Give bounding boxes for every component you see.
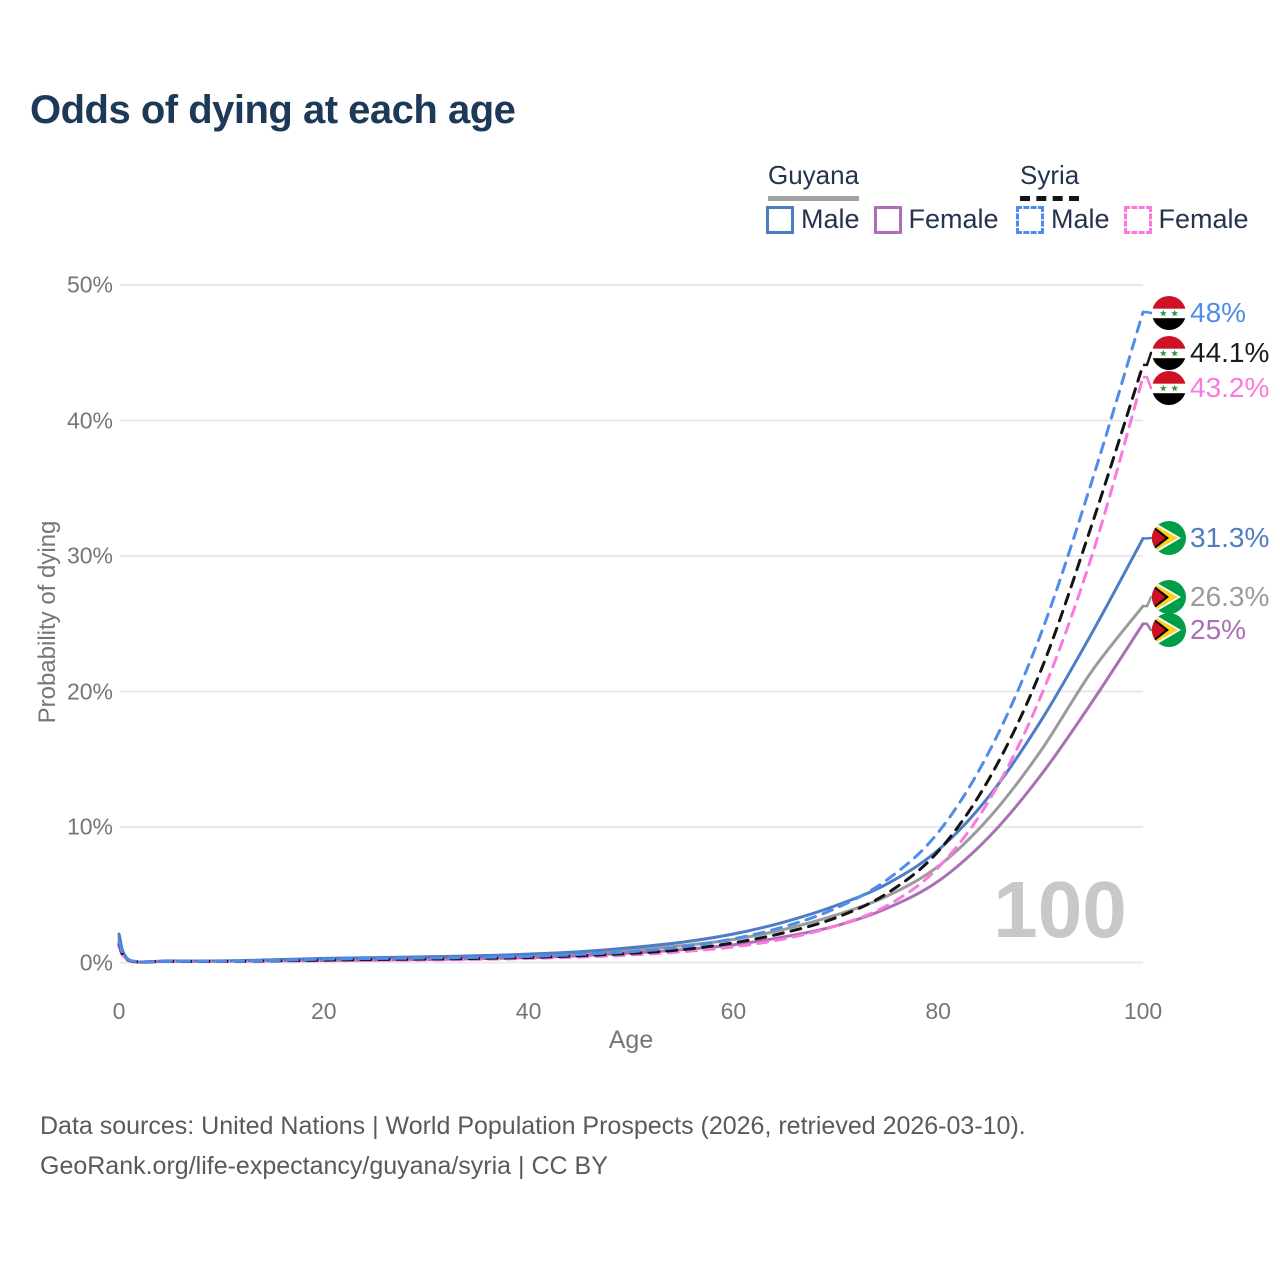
end-label-value: 25% (1190, 614, 1247, 645)
footer-line-1: Data sources: United Nations | World Pop… (40, 1112, 1026, 1140)
legend-item-label: Female (908, 204, 999, 234)
end-label-guyana-female: 25% (1152, 613, 1246, 647)
legend-item-label: Male (801, 204, 860, 234)
age-watermark: 100 (993, 865, 1127, 954)
legend-item-label: Male (1051, 204, 1110, 234)
series-line-guyana-both-sexes[interactable] (117, 604, 1145, 964)
legend-item-label: Female (1158, 204, 1249, 234)
x-tick-label: 60 (720, 998, 747, 1024)
series-line-syria-female[interactable] (117, 375, 1145, 964)
x-tick-label: 80 (925, 998, 951, 1024)
legend-item-syria-female[interactable]: Female (1123, 204, 1249, 235)
guyana-flag-icon (1152, 580, 1186, 614)
series-line-syria-both-sexes[interactable] (117, 363, 1145, 964)
guyana-female-swatch-icon (873, 205, 902, 234)
x-tick-label: 0 (112, 998, 126, 1024)
end-label-value: 43.2% (1190, 372, 1270, 403)
x-tick-label: 20 (311, 998, 337, 1024)
end-label-syria-male: 48% (1152, 296, 1246, 330)
end-label-value: 44.1% (1190, 337, 1270, 368)
legend-row-guyana: Male Female (766, 204, 999, 235)
legend-item-guyana-female[interactable]: Female (873, 204, 999, 235)
end-label-value: 31.3% (1190, 522, 1270, 553)
y-tick-label: 0% (79, 949, 113, 975)
x-axis-title: Age (608, 1026, 654, 1054)
guyana-flag-icon (1152, 613, 1186, 647)
legend-item-syria-male[interactable]: Male (1016, 204, 1110, 235)
x-tick-label: 40 (515, 998, 542, 1024)
y-tick-label: 40% (66, 407, 113, 433)
end-label-guyana-male: 31.3% (1152, 521, 1269, 555)
syria-male-swatch-icon (1016, 205, 1044, 234)
end-label-guyana-both-sexes: 26.3% (1152, 580, 1269, 614)
guyana-flag-icon (1152, 521, 1186, 555)
guyana-male-swatch-icon (766, 205, 794, 234)
x-tick-label: 100 (1123, 998, 1163, 1024)
page-title: Odds of dying at each age (30, 88, 516, 132)
footer-line-2: GeoRank.org/life-expectancy/guyana/syria… (40, 1152, 608, 1180)
legend-item-guyana-male[interactable]: Male (766, 204, 860, 235)
y-tick-label: 50% (66, 271, 113, 298)
y-tick-label: 10% (66, 813, 113, 840)
end-label-value: 48% (1190, 297, 1247, 328)
syria-flag-icon (1152, 336, 1186, 370)
series-line-guyana-female[interactable] (117, 622, 1145, 964)
syria-female-swatch-icon (1123, 205, 1152, 234)
legend-row-syria: Male Female (1016, 204, 1249, 235)
end-label-value: 26.3% (1190, 581, 1270, 612)
series-line-syria-male[interactable] (117, 310, 1145, 964)
syria-flag-icon (1152, 296, 1186, 330)
legend-group-guyana: Guyana (768, 160, 860, 201)
footer-attribution: Data sources: United Nations | World Pop… (40, 1106, 1190, 1186)
y-tick-label: 20% (66, 678, 113, 704)
y-tick-label: 30% (66, 542, 113, 569)
syria-flag-icon (1152, 371, 1186, 405)
legend-group-syria: Syria (1020, 160, 1080, 201)
end-label-syria-female: 43.2% (1152, 371, 1269, 405)
end-label-syria-both-sexes: 44.1% (1152, 336, 1269, 370)
